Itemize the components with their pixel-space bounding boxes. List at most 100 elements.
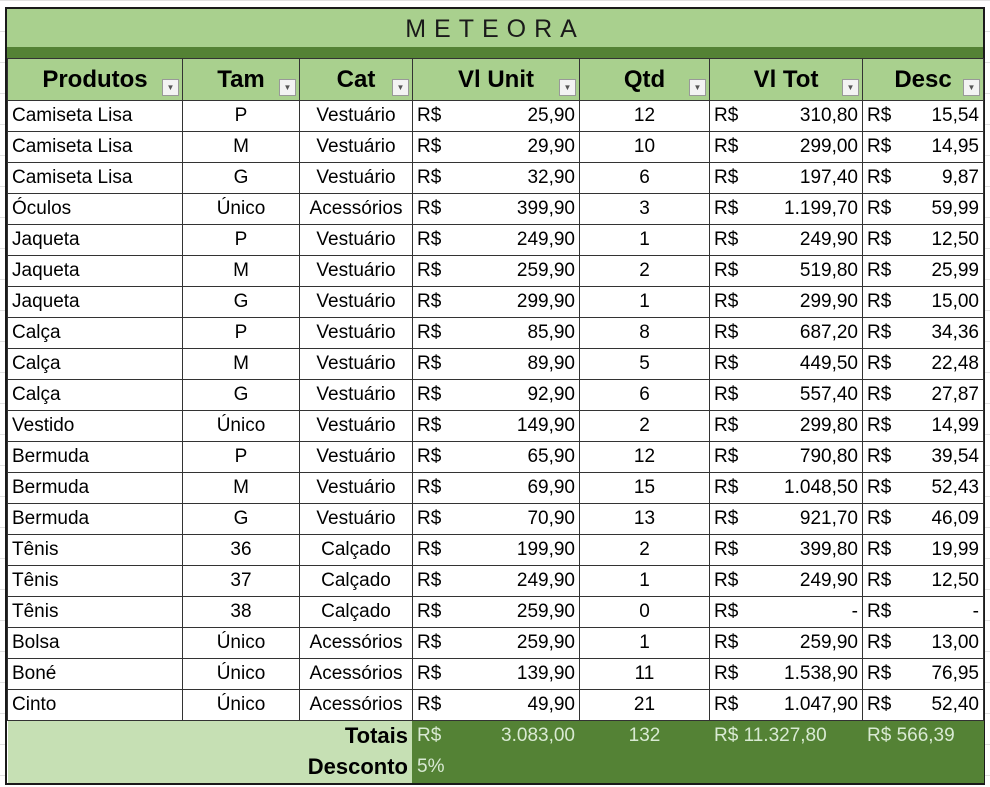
cell-desc[interactable]: R$ 39,54 xyxy=(862,441,984,473)
cell-vl-tot[interactable]: R$ 249,90 xyxy=(709,565,863,597)
cell-cat[interactable]: Calçado xyxy=(299,565,413,597)
cell-desc[interactable]: R$ 25,99 xyxy=(862,255,984,287)
cell-vl-tot[interactable]: R$ 299,80 xyxy=(709,410,863,442)
cell-vl-tot[interactable]: R$ 1.538,90 xyxy=(709,658,863,690)
cell-cat[interactable]: Vestuário xyxy=(299,410,413,442)
cell-tam[interactable]: 38 xyxy=(182,596,300,628)
cell-vl-tot[interactable]: R$ 399,80 xyxy=(709,534,863,566)
cell-tam[interactable]: G xyxy=(182,286,300,318)
cell-produto[interactable]: Jaqueta xyxy=(7,224,183,256)
cell-tam[interactable]: Único xyxy=(182,627,300,659)
cell-produto[interactable]: Jaqueta xyxy=(7,255,183,287)
cell-cat[interactable]: Vestuário xyxy=(299,503,413,535)
cell-desc[interactable]: R$ 15,54 xyxy=(862,100,984,132)
cell-desc[interactable]: R$ 46,09 xyxy=(862,503,984,535)
cell-qtd[interactable]: 2 xyxy=(579,255,710,287)
cell-tam[interactable]: P xyxy=(182,224,300,256)
cell-tam[interactable]: Único xyxy=(182,689,300,721)
cell-desc[interactable]: R$ 76,95 xyxy=(862,658,984,690)
cell-cat[interactable]: Calçado xyxy=(299,534,413,566)
cell-tam[interactable]: P xyxy=(182,100,300,132)
cell-produto[interactable]: Jaqueta xyxy=(7,286,183,318)
filter-dropdown-icon[interactable]: ▼ xyxy=(689,79,706,96)
cell-qtd[interactable]: 2 xyxy=(579,410,710,442)
cell-cat[interactable]: Vestuário xyxy=(299,162,413,194)
cell-tam[interactable]: M xyxy=(182,131,300,163)
cell-tam[interactable]: 36 xyxy=(182,534,300,566)
cell-tam[interactable]: Único xyxy=(182,410,300,442)
cell-qtd[interactable]: 15 xyxy=(579,472,710,504)
cell-qtd[interactable]: 3 xyxy=(579,193,710,225)
filter-dropdown-icon[interactable]: ▼ xyxy=(279,79,296,96)
cell-qtd[interactable]: 1 xyxy=(579,627,710,659)
cell-cat[interactable]: Vestuário xyxy=(299,348,413,380)
cell-vl-tot[interactable]: R$ 449,50 xyxy=(709,348,863,380)
cell-qtd[interactable]: 13 xyxy=(579,503,710,535)
cell-desc[interactable]: R$ 15,00 xyxy=(862,286,984,318)
cell-vl-unit[interactable]: R$ 85,90 xyxy=(412,317,580,349)
cell-vl-tot[interactable]: R$ 790,80 xyxy=(709,441,863,473)
cell-cat[interactable]: Vestuário xyxy=(299,255,413,287)
discount-value[interactable]: 5% xyxy=(412,751,984,783)
cell-produto[interactable]: Boné xyxy=(7,658,183,690)
cell-qtd[interactable]: 12 xyxy=(579,441,710,473)
cell-vl-unit[interactable]: R$ 69,90 xyxy=(412,472,580,504)
filter-dropdown-icon[interactable]: ▼ xyxy=(162,79,179,96)
cell-vl-tot[interactable]: R$ 687,20 xyxy=(709,317,863,349)
cell-vl-unit[interactable]: R$ 149,90 xyxy=(412,410,580,442)
cell-produto[interactable]: Bermuda xyxy=(7,503,183,535)
cell-desc[interactable]: R$ 52,43 xyxy=(862,472,984,504)
cell-vl-unit[interactable]: R$ 29,90 xyxy=(412,131,580,163)
cell-desc[interactable]: R$ 14,99 xyxy=(862,410,984,442)
cell-produto[interactable]: Tênis xyxy=(7,565,183,597)
cell-produto[interactable]: Vestido xyxy=(7,410,183,442)
cell-qtd[interactable]: 1 xyxy=(579,224,710,256)
cell-qtd[interactable]: 12 xyxy=(579,100,710,132)
cell-vl-tot[interactable]: R$ - xyxy=(709,596,863,628)
filter-dropdown-icon[interactable]: ▼ xyxy=(392,79,409,96)
cell-qtd[interactable]: 5 xyxy=(579,348,710,380)
cell-qtd[interactable]: 21 xyxy=(579,689,710,721)
cell-vl-unit[interactable]: R$ 399,90 xyxy=(412,193,580,225)
cell-cat[interactable]: Vestuário xyxy=(299,286,413,318)
cell-vl-unit[interactable]: R$ 259,90 xyxy=(412,255,580,287)
cell-produto[interactable]: Tênis xyxy=(7,596,183,628)
cell-cat[interactable]: Vestuário xyxy=(299,472,413,504)
cell-vl-unit[interactable]: R$ 92,90 xyxy=(412,379,580,411)
cell-vl-tot[interactable]: R$ 1.199,70 xyxy=(709,193,863,225)
cell-produto[interactable]: Bermuda xyxy=(7,472,183,504)
filter-dropdown-icon[interactable]: ▼ xyxy=(559,79,576,96)
cell-vl-tot[interactable]: R$ 299,00 xyxy=(709,131,863,163)
cell-tam[interactable]: G xyxy=(182,162,300,194)
cell-qtd[interactable]: 1 xyxy=(579,286,710,318)
cell-desc[interactable]: R$ 27,87 xyxy=(862,379,984,411)
cell-vl-unit[interactable]: R$ 89,90 xyxy=(412,348,580,380)
total-vl-unit[interactable]: R$ 3.083,00 xyxy=(412,720,580,752)
cell-tam[interactable]: Único xyxy=(182,658,300,690)
cell-vl-unit[interactable]: R$ 299,90 xyxy=(412,286,580,318)
cell-desc[interactable]: R$ 19,99 xyxy=(862,534,984,566)
cell-produto[interactable]: Calça xyxy=(7,379,183,411)
total-vl-tot[interactable]: R$ 11.327,80 xyxy=(709,720,863,752)
cell-desc[interactable]: R$ - xyxy=(862,596,984,628)
cell-desc[interactable]: R$ 12,50 xyxy=(862,224,984,256)
cell-produto[interactable]: Bermuda xyxy=(7,441,183,473)
cell-desc[interactable]: R$ 14,95 xyxy=(862,131,984,163)
cell-tam[interactable]: M xyxy=(182,348,300,380)
cell-cat[interactable]: Vestuário xyxy=(299,379,413,411)
cell-vl-tot[interactable]: R$ 197,40 xyxy=(709,162,863,194)
cell-produto[interactable]: Tênis xyxy=(7,534,183,566)
cell-vl-unit[interactable]: R$ 25,90 xyxy=(412,100,580,132)
cell-tam[interactable]: M xyxy=(182,255,300,287)
cell-cat[interactable]: Vestuário xyxy=(299,224,413,256)
cell-vl-unit[interactable]: R$ 49,90 xyxy=(412,689,580,721)
cell-cat[interactable]: Vestuário xyxy=(299,441,413,473)
cell-qtd[interactable]: 1 xyxy=(579,565,710,597)
cell-vl-unit[interactable]: R$ 32,90 xyxy=(412,162,580,194)
cell-tam[interactable]: M xyxy=(182,472,300,504)
cell-vl-tot[interactable]: R$ 259,90 xyxy=(709,627,863,659)
filter-dropdown-icon[interactable]: ▼ xyxy=(963,79,980,96)
cell-desc[interactable]: R$ 12,50 xyxy=(862,565,984,597)
cell-vl-tot[interactable]: R$ 310,80 xyxy=(709,100,863,132)
cell-vl-unit[interactable]: R$ 199,90 xyxy=(412,534,580,566)
